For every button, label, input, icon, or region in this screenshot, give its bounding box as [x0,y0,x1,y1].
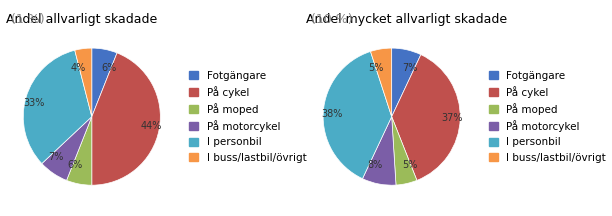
Text: 8%: 8% [367,160,382,170]
Wedge shape [67,117,92,185]
Wedge shape [75,48,92,117]
Wedge shape [323,51,392,179]
Wedge shape [392,48,421,117]
Text: 33%: 33% [23,98,45,108]
Wedge shape [392,117,417,185]
Text: 6%: 6% [67,160,83,170]
Text: 5%: 5% [403,160,418,170]
Wedge shape [92,53,160,185]
Wedge shape [362,117,396,185]
Text: (10 %): (10 %) [307,13,353,26]
Text: 38%: 38% [321,109,343,119]
Wedge shape [392,55,460,180]
Text: Andel mycket allvarligt skadade: Andel mycket allvarligt skadade [306,13,507,26]
Legend: Fotgängare, På cykel, På moped, På motorcykel, I personbil, I buss/lastbil/övrig: Fotgängare, På cykel, På moped, På motor… [489,71,606,162]
Text: 6%: 6% [101,63,116,73]
Text: 4%: 4% [70,63,86,73]
Wedge shape [42,117,92,180]
Wedge shape [92,48,117,117]
Text: 7%: 7% [403,64,418,73]
Text: (1 %): (1 %) [7,13,44,26]
Legend: Fotgängare, På cykel, På moped, På motorcykel, I personbil, I buss/lastbil/övrig: Fotgängare, På cykel, På moped, På motor… [189,71,306,162]
Text: 37%: 37% [441,113,463,123]
Wedge shape [370,48,392,117]
Text: 44%: 44% [140,121,162,131]
Wedge shape [23,50,92,164]
Text: 5%: 5% [368,63,384,73]
Text: 7%: 7% [49,152,64,162]
Text: Andel allvarligt skadade: Andel allvarligt skadade [6,13,157,26]
